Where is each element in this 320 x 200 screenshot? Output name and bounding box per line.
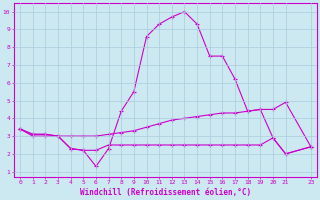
- X-axis label: Windchill (Refroidissement éolien,°C): Windchill (Refroidissement éolien,°C): [80, 188, 251, 197]
